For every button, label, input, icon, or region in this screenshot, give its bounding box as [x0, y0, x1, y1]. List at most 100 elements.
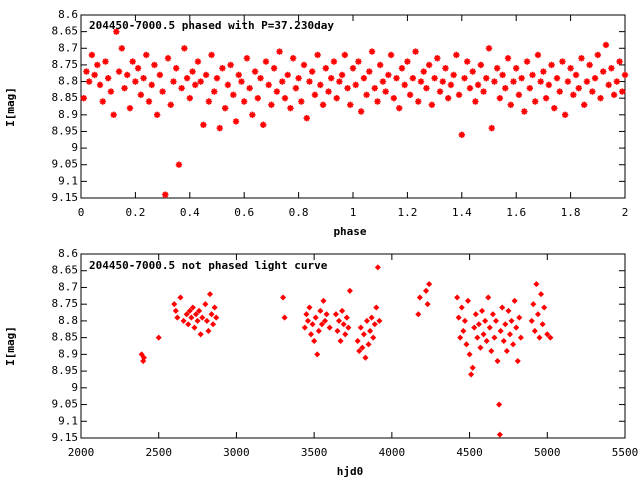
unphased-data-point [208, 311, 215, 318]
phased-data-point [238, 78, 245, 85]
unphased-data-point [342, 331, 349, 338]
phased-data-point [99, 98, 106, 105]
phased-data-point [581, 101, 588, 109]
phased-data-point [415, 98, 422, 105]
phased-data-point [173, 65, 180, 72]
phased-data-point [483, 75, 490, 82]
unphased-y-tick-label: 8.6 [58, 247, 78, 260]
unphased-plot-frame [80, 253, 626, 439]
unphased-data-point [497, 327, 504, 334]
phased-data-point [371, 85, 378, 92]
unphased-data-point [205, 327, 212, 334]
phased-data-point [189, 68, 196, 75]
phased-data-point [338, 71, 346, 79]
phased-data-point [420, 68, 427, 75]
unphased-data-point [469, 364, 476, 371]
unphased-x-tick-label: 4000 [379, 446, 406, 459]
unphased-data-point [503, 347, 510, 355]
phased-data-point [175, 161, 183, 168]
phased-data-point [270, 65, 278, 72]
phased-data-point [597, 94, 604, 102]
unphased-data-point [138, 351, 145, 358]
phased-data-point [374, 98, 381, 105]
phased-data-point [493, 65, 501, 72]
phased-data-point [246, 85, 253, 92]
unphased-data-point [345, 324, 352, 331]
phased-data-point [91, 71, 98, 79]
unphased-data-point [502, 321, 509, 328]
unphased-y-tick-label: 8.85 [52, 331, 79, 344]
phased-y-tick-label: 9.15 [52, 191, 79, 204]
phased-data-point [412, 48, 419, 55]
phased-data-point [129, 58, 136, 65]
phased-x-tick-label: 0.6 [234, 206, 254, 219]
phased-data-point [385, 71, 392, 79]
unphased-data-point [360, 331, 367, 338]
phased-data-point [159, 88, 166, 95]
phased-data-point [453, 51, 460, 59]
unphased-data-point [528, 317, 535, 324]
phased-data-point [208, 51, 215, 59]
unphased-data-point [332, 311, 339, 318]
phased-data-point [491, 78, 498, 85]
unphased-data-point [538, 291, 545, 298]
phased-data-point [202, 71, 210, 79]
phased-data-point [281, 94, 289, 102]
unphased-data-point [315, 327, 322, 334]
phased-data-point [447, 81, 455, 89]
phased-data-point [534, 51, 542, 59]
unphased-data-point [339, 307, 346, 314]
unphased-y-tick-label: 8.95 [52, 364, 79, 377]
unphased-data-point [174, 314, 181, 321]
phased-data-point [241, 98, 248, 105]
unphased-data-point [499, 304, 506, 311]
unphased-data-point [326, 324, 333, 331]
phased-data-point [502, 85, 509, 92]
phased-data-point [232, 118, 240, 125]
unphased-data-point [513, 324, 520, 331]
phased-data-point [83, 68, 90, 75]
unphased-data-point [475, 321, 482, 328]
unphased-data-point [536, 334, 543, 341]
unphased-data-point [415, 311, 422, 318]
phased-data-point [333, 94, 340, 102]
phased-x-tick-label: 1 [350, 206, 357, 219]
unphased-data-point [534, 311, 541, 318]
unphased-data-point [466, 351, 473, 358]
unphased-x-tick-label: 2500 [145, 446, 172, 459]
phased-data-point [254, 94, 261, 102]
phased-data-point [325, 88, 332, 95]
phased-data-point [118, 45, 125, 52]
unphased-data-point [199, 314, 206, 321]
phased-data-point [124, 71, 131, 79]
phased-data-point [194, 58, 202, 65]
phased-data-point [151, 61, 158, 69]
unphased-x-tick-label: 3000 [223, 446, 250, 459]
phased-data-point [143, 51, 150, 59]
unphased-data-point [468, 371, 475, 378]
phased-data-point [537, 78, 544, 85]
unphased-data-point [485, 294, 492, 301]
unphased-data-point [210, 321, 217, 328]
phased-data-point [567, 65, 574, 72]
phased-data-point [137, 91, 145, 99]
phased-data-point [243, 55, 251, 62]
unphased-data-point [318, 321, 325, 328]
unphased-data-point [477, 344, 484, 351]
phased-data-point [469, 68, 476, 75]
unphased-data-point [482, 317, 489, 324]
unphased-data-point [505, 307, 512, 314]
unphased-data-point [171, 301, 178, 308]
unphased-data-point [472, 311, 479, 318]
phased-data-point [360, 75, 368, 82]
unphased-data-point [500, 337, 507, 345]
phased-data-point [404, 58, 411, 65]
unphased-data-point [363, 317, 371, 324]
phased-data-point [515, 91, 523, 99]
phased-data-point [556, 88, 563, 95]
unphased-data-point [539, 321, 546, 328]
phased-data-point [249, 111, 256, 119]
phased-data-point [227, 61, 234, 69]
phased-y-ticks: 8.6 8.65 8.7 8.75 8.8 8.85 8.9 8.95 9 9.05 9.1 9.15 [52, 8, 625, 204]
unphased-data-point [140, 354, 147, 361]
